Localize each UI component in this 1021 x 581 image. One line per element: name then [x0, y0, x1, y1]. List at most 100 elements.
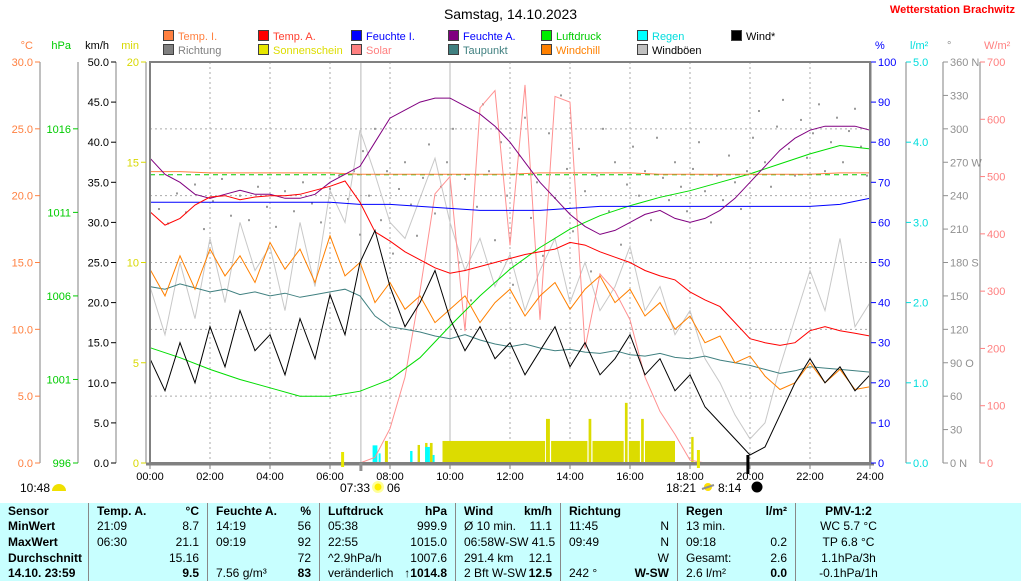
table-cell: 7.56 g/m³ 83 [207, 565, 319, 581]
table-header-wind: Wind km/h [455, 503, 560, 519]
axis-label: 14:00 [556, 471, 584, 483]
richtung-dot [656, 136, 658, 139]
cell-aux-text: 09:49 [569, 534, 600, 549]
axis-label: 100 [878, 57, 896, 69]
axis-label: 20.0 [88, 298, 109, 310]
richtung-dot [212, 200, 214, 203]
axis-label: 60 [950, 391, 962, 403]
legend-swatch-icon [731, 30, 742, 41]
richtung-dot [608, 210, 610, 213]
richtung-dot [374, 127, 376, 130]
table-cell: 11:45 N [560, 518, 677, 535]
cell-aux-text: 11:45 [569, 519, 599, 534]
cell-aux-text: 7.56 g/m³ [216, 566, 267, 581]
cell-value: 83 [297, 566, 311, 581]
axis-label: 300 [950, 124, 968, 136]
richtung-dot [602, 127, 604, 130]
table-cell: 242 ° W-SW [560, 565, 677, 581]
richtung-dot [470, 299, 472, 302]
richtung-dot [512, 283, 514, 286]
legend-label: Windchill [556, 45, 601, 57]
legend-label: Wind* [746, 31, 776, 43]
regen-bar [425, 446, 430, 463]
axis-label: 10.0 [88, 378, 109, 390]
sonnenschein-bar [624, 402, 628, 463]
cell-value: 1007.6 [410, 550, 447, 565]
axis-label: 5.0 [18, 391, 33, 403]
legend-swatch-icon [163, 30, 174, 41]
axis-label: 100 [987, 401, 1005, 413]
legend-item-windchill: Windchill [541, 44, 601, 57]
regen-bar [378, 453, 381, 463]
sunrise-time-text: 07:33 [340, 481, 370, 495]
legend-item-feuchte-a-: Feuchte A. [448, 30, 516, 43]
legend-swatch-icon [258, 44, 269, 55]
cell-aux-text: 2.6 l/m² [686, 566, 727, 581]
richtung-dot [203, 228, 205, 231]
axis-label: 150 [950, 291, 968, 303]
table-cell: 05:38 999.9 [319, 518, 455, 535]
richtung-dot [650, 219, 652, 222]
richtung-dot [548, 132, 550, 135]
richtung-dot [566, 167, 568, 170]
cell-aux-text: 22:55 [328, 534, 359, 549]
column-unit: % [300, 503, 311, 518]
table-header-sensor: Sensor [0, 503, 88, 519]
axis-label: 12:00 [496, 471, 524, 483]
richtung-dot [230, 214, 232, 217]
sonnenschein-bar [442, 440, 546, 463]
richtung-dot [380, 219, 382, 222]
axis-label: 18:00 [676, 471, 704, 483]
sonnenschein-bar [691, 436, 694, 463]
richtung-dot [494, 239, 496, 242]
richtung-dot [476, 205, 478, 208]
axis-label: 0 [987, 458, 993, 470]
legend-label: Feuchte A. [463, 31, 516, 43]
table-cell: 09:49 N [560, 534, 677, 550]
chart-area: 0.0 5.0 10.0 15.0 20.0 25.0 30.0 °C 996 1001 1006 1… [12, 40, 1011, 495]
richtung-dot [848, 130, 850, 133]
table-cell: 22:55 1015.0 [319, 534, 455, 550]
axis-label: 700 [987, 57, 1005, 69]
sunrise-sun-icon [374, 483, 382, 491]
table-cell: 72 [207, 549, 319, 566]
table-cell: ^2.9hPa/h 1007.6 [319, 549, 455, 566]
pmv-value: TP 6.8 °C [822, 534, 875, 549]
richtung-dot [584, 190, 586, 193]
legend-item-wind-: Wind* [731, 30, 776, 43]
axis-label: 360 N [950, 57, 979, 69]
table-cell: TP 6.8 °C [795, 534, 1021, 550]
richtung-dot [500, 141, 502, 144]
pmv-value: WC 5.7 °C [820, 519, 877, 534]
temp_i-series [150, 171, 870, 175]
richtung-dot [524, 116, 526, 119]
sunset-time-text: 18:21 [666, 481, 696, 495]
richtung-dot [704, 190, 706, 193]
table-cell: 15.16 [88, 549, 207, 566]
cell-aux-text: veränderlich [328, 566, 394, 581]
richtung-dot [239, 194, 241, 197]
day-length-text: 10:48 [20, 481, 50, 495]
cell-aux-text: 14:19 [216, 519, 247, 534]
legend-swatch-icon [448, 30, 459, 41]
cell-value: W [657, 550, 669, 565]
richtung-dot [530, 216, 532, 219]
column-title: Richtung [569, 503, 621, 518]
cell-value: ↑1014.8 [404, 566, 447, 581]
legend-label: Windböen [652, 45, 702, 57]
pmv-value: -0.1hPa/1h [819, 566, 878, 581]
axis-label: 4.0 [913, 137, 928, 149]
axis-label: 02:00 [196, 471, 224, 483]
axis-label: 70 [878, 177, 890, 189]
axis-label: 20.0 [12, 191, 33, 203]
richtung-dot [734, 181, 736, 184]
cell-value: 11.1 [529, 519, 552, 534]
cell-value: 12.1 [528, 550, 552, 565]
richtung-dot [311, 202, 313, 205]
legend-swatch-icon [351, 30, 362, 41]
sunset-extra-text: 8:14 [718, 481, 742, 495]
cell-aux-text: 21:09 [97, 519, 128, 534]
weather-chart: 0.05.010.015.020.025.030.0°C996100110061… [12, 40, 1011, 495]
cell-value: 92 [297, 534, 311, 549]
richtung-dot [614, 161, 616, 164]
